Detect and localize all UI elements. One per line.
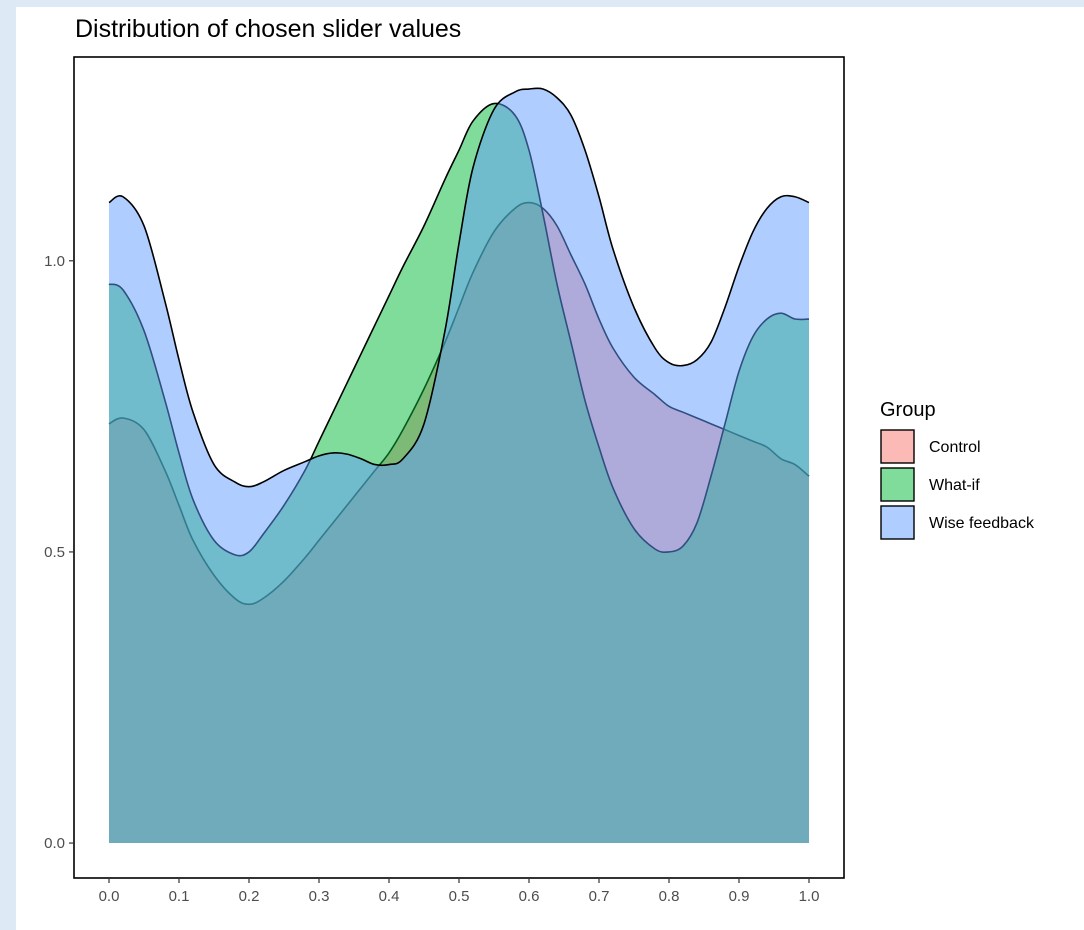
- legend-swatch-what-if: [880, 467, 915, 502]
- y-tick-label: 0.0: [44, 835, 65, 852]
- legend-label-control: Control: [929, 439, 981, 456]
- chart-panel: Distribution of chosen slider values 0.0…: [16, 7, 1084, 930]
- x-tick-label: 1.0: [799, 888, 820, 905]
- chart-title: Distribution of chosen slider values: [75, 15, 461, 43]
- density-areas: [108, 87, 810, 844]
- legend-entries: Control What-if Wise feedback: [880, 429, 1035, 540]
- x-tick-label: 0.0: [99, 888, 120, 905]
- legend-title: Group: [880, 399, 936, 421]
- x-tick-label: 0.2: [239, 888, 260, 905]
- x-tick-label: 0.6: [519, 888, 540, 905]
- density-chart: Distribution of chosen slider values 0.0…: [44, 15, 1035, 905]
- y-axis: 0.0 0.5 1.0: [44, 253, 74, 852]
- x-tick-label: 0.1: [169, 888, 190, 905]
- density-area-wise-feedback: [109, 88, 809, 844]
- legend-label-what-if: What-if: [929, 477, 980, 494]
- x-tick-label: 0.8: [659, 888, 680, 905]
- x-tick-label: 0.3: [309, 888, 330, 905]
- density-line-wise-feedback: [108, 87, 810, 488]
- y-tick-label: 1.0: [44, 253, 65, 270]
- x-tick-label: 0.9: [729, 888, 750, 905]
- x-axis: 0.0 0.1 0.2 0.3 0.4 0.5 0.6 0.7 0.8 0.9 1.0: [99, 878, 820, 905]
- legend-label-wise-feedback: Wise feedback: [929, 515, 1035, 532]
- legend-swatch-control: [880, 429, 915, 464]
- legend-swatch-wise-feedback: [880, 505, 915, 540]
- x-tick-label: 0.7: [589, 888, 610, 905]
- x-tick-label: 0.4: [379, 888, 400, 905]
- x-tick-label: 0.5: [449, 888, 470, 905]
- y-tick-label: 0.5: [44, 544, 65, 561]
- legend: Group Control What-if Wise feedback: [880, 399, 1035, 540]
